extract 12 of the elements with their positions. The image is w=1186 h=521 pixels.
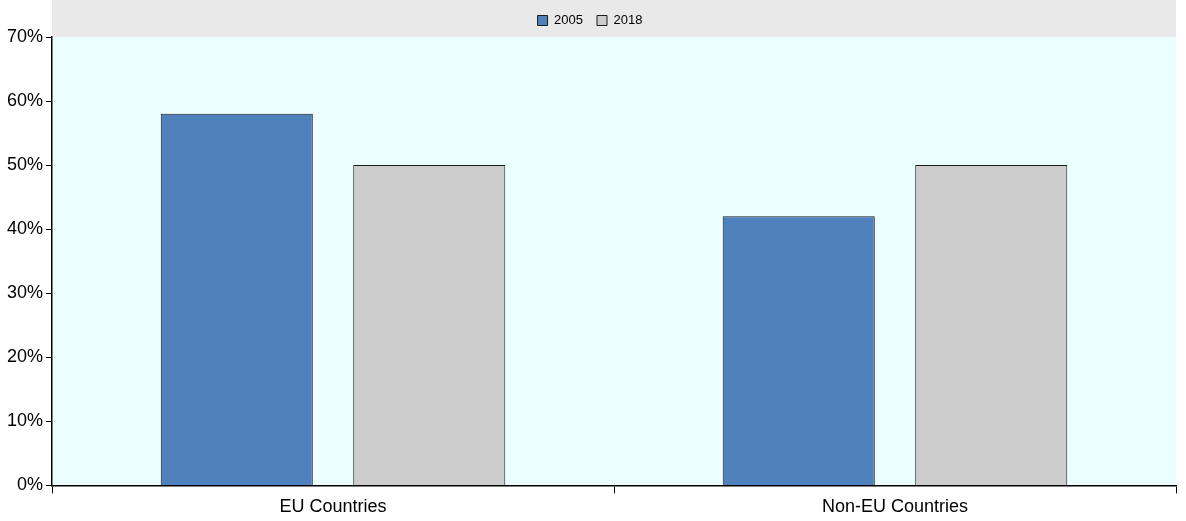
y-tick-label: 50% [7,154,44,175]
y-tick-label: 70% [7,25,44,46]
legend-label: 2018 [613,12,643,28]
y-tick-label: 0% [17,474,44,495]
y-tick-label: 40% [7,218,44,239]
y-tick-label: 60% [7,90,44,111]
y-tick-label: 10% [7,410,44,431]
y-tick-label: 30% [7,282,44,303]
x-tick-label: Non-EU Countries [821,496,969,517]
legend-label: 2005 [554,12,583,28]
y-tick-label: 20% [7,346,44,367]
x-tick-label: EU Countries [279,496,387,517]
